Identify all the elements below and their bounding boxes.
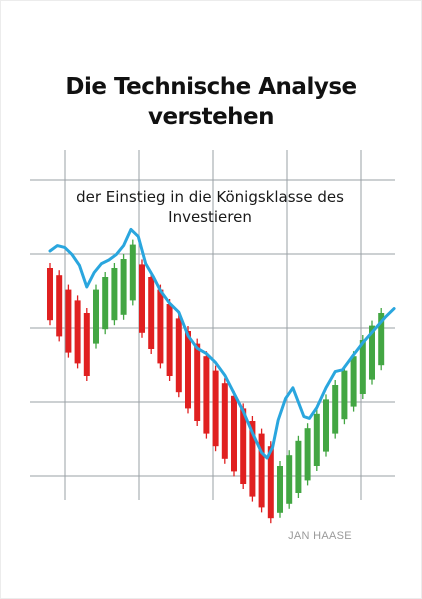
candle-body — [295, 440, 302, 493]
candle-body — [332, 385, 339, 434]
candle-body — [240, 408, 247, 484]
candle-body — [83, 313, 90, 376]
candle-body — [341, 370, 348, 420]
candle-body — [378, 313, 385, 366]
candle-body — [304, 428, 311, 481]
candle-body — [194, 343, 201, 421]
candle-body — [47, 268, 53, 321]
candle-body — [258, 433, 265, 508]
candle-body — [102, 277, 109, 330]
book-subtitle: der Einstieg in die Königsklasse des Inv… — [76, 188, 344, 226]
candle-body — [120, 259, 127, 315]
candle-body — [277, 466, 283, 513]
candle-body — [74, 300, 81, 364]
candle-body — [65, 289, 72, 353]
candle-body — [221, 383, 228, 459]
candle-body — [139, 264, 145, 333]
candle-body — [157, 289, 164, 364]
candle-body — [129, 244, 136, 301]
candle-body — [286, 455, 293, 504]
candle-body — [212, 370, 219, 447]
candle-body — [185, 331, 191, 409]
candle-body — [369, 325, 375, 380]
candle-body — [231, 395, 237, 472]
candle-body — [93, 289, 99, 344]
candle-body — [323, 399, 329, 452]
candle-body — [148, 277, 155, 349]
book-title: Die Technische Analyse verstehen — [65, 74, 357, 130]
candle-body — [267, 446, 274, 519]
candle-body — [111, 268, 118, 321]
candle-body — [313, 413, 320, 466]
candle-body — [249, 421, 256, 497]
candle-body — [56, 275, 63, 337]
trend-line — [48, 227, 396, 460]
candle-body — [175, 318, 182, 393]
candle-body — [350, 356, 357, 407]
candle-body — [359, 340, 366, 394]
author-name: JAN HAASE — [288, 530, 352, 542]
candle-body — [166, 304, 173, 376]
candle-body — [203, 356, 210, 434]
